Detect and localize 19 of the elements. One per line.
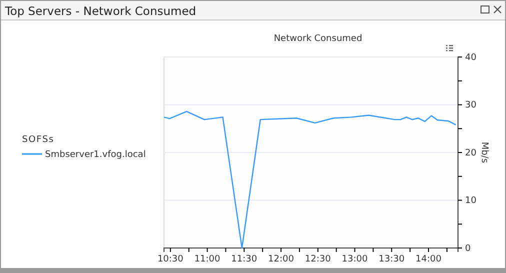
legend-title: SOFSs xyxy=(22,135,54,145)
x-tick-label: 10:30 xyxy=(157,254,184,264)
x-tick-label: 12:30 xyxy=(304,254,332,264)
y2-axis-title: Mb/s xyxy=(479,142,489,164)
y2-tick-label: 40 xyxy=(465,52,477,63)
x-tick-label: 14:00 xyxy=(416,254,442,264)
chart-title: Top Servers - Network Consumed xyxy=(4,4,196,18)
legend-label: Smbserver1.vfog.local xyxy=(45,150,146,160)
y2-tick-label: 20 xyxy=(465,148,477,158)
y2-tick-label: 0 xyxy=(465,244,471,254)
x-tick-label: 12:00 xyxy=(268,254,294,264)
x-tick-label: 11:00 xyxy=(194,254,221,264)
line-series xyxy=(163,110,456,249)
y2-tick-label: 10 xyxy=(465,196,477,206)
x-tick-label: 11:30 xyxy=(231,254,258,264)
x-tick-label: 13:30 xyxy=(378,254,405,264)
x-tick-label: 13:00 xyxy=(342,254,368,264)
y2-tick-label: 30 xyxy=(465,100,477,111)
chart-subtitle: Network Consumed xyxy=(274,34,362,44)
